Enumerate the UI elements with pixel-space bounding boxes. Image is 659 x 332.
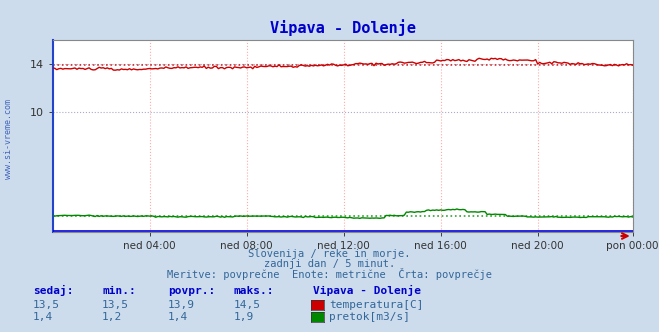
Text: 1,4: 1,4 [33,312,53,322]
Text: zadnji dan / 5 minut.: zadnji dan / 5 minut. [264,259,395,269]
Title: Vipava - Dolenje: Vipava - Dolenje [270,19,416,36]
Text: maks.:: maks.: [234,286,274,296]
Text: Slovenija / reke in morje.: Slovenija / reke in morje. [248,249,411,259]
Text: 13,5: 13,5 [33,300,60,310]
Text: 1,9: 1,9 [234,312,254,322]
Text: 13,5: 13,5 [102,300,129,310]
Text: Vipava - Dolenje: Vipava - Dolenje [313,285,421,296]
Text: www.si-vreme.com: www.si-vreme.com [4,100,13,179]
Text: 1,2: 1,2 [102,312,123,322]
Text: 14,5: 14,5 [234,300,261,310]
Text: Meritve: povprečne  Enote: metrične  Črta: povprečje: Meritve: povprečne Enote: metrične Črta:… [167,268,492,280]
Text: 1,4: 1,4 [168,312,188,322]
Text: povpr.:: povpr.: [168,286,215,296]
Text: pretok[m3/s]: pretok[m3/s] [330,312,411,322]
Text: 13,9: 13,9 [168,300,195,310]
Text: min.:: min.: [102,286,136,296]
Text: temperatura[C]: temperatura[C] [330,300,424,310]
Text: sedaj:: sedaj: [33,285,73,296]
